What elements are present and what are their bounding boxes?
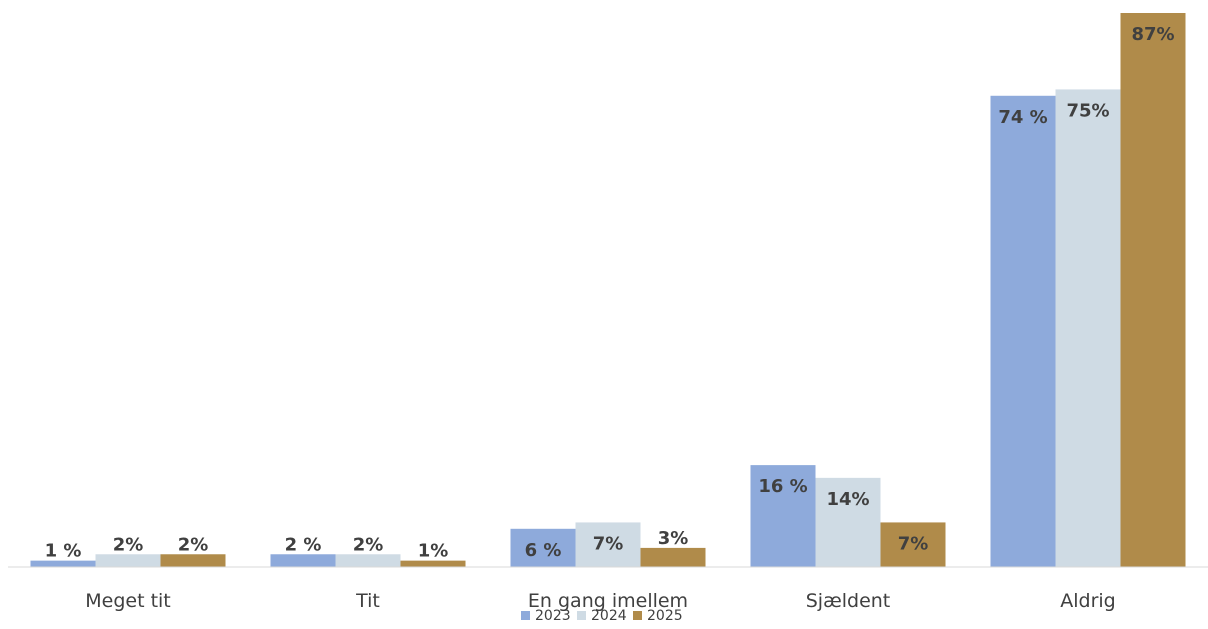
bars-group — [30, 13, 1186, 568]
legend-label-2024: 2024 — [591, 608, 627, 624]
data-label-2023-1: 2 % — [285, 534, 322, 555]
bar-2025-4 — [1120, 13, 1186, 567]
data-label-2024-2: 7% — [593, 533, 624, 554]
bar-2023-0 — [30, 560, 96, 567]
legend-swatch-2025 — [633, 611, 642, 620]
category-label: Meget tit — [85, 590, 171, 612]
data-label-2023-4: 74 % — [998, 107, 1047, 128]
bar-2023-4 — [990, 95, 1056, 567]
data-label-2024-3: 14% — [826, 489, 869, 510]
data-labels-group: 1 % 2% 2% 2 % 2% 1% 6 % 7% 3% 16 % 14% 7% 74 % 75% 87% — [45, 24, 1175, 562]
data-label-2025-3: 7% — [898, 533, 929, 554]
bar-2024-2 — [575, 522, 641, 567]
data-label-2023-2: 6 % — [525, 540, 562, 561]
bar-2023-3 — [750, 465, 816, 567]
bar-2024-1 — [335, 554, 401, 567]
legend-label-2023: 2023 — [535, 608, 571, 624]
data-label-2025-2: 3% — [658, 528, 689, 549]
bar-2025-2 — [640, 547, 706, 567]
legend-swatch-2023 — [521, 611, 530, 620]
data-label-2025-4: 87% — [1131, 24, 1174, 45]
data-label-2025-0: 2% — [178, 534, 209, 555]
bar-2025-3 — [880, 522, 946, 567]
bar-2023-1 — [270, 554, 336, 567]
bar-2025-0 — [160, 554, 226, 567]
category-label: Aldrig — [1060, 590, 1116, 612]
bar-2024-3 — [815, 477, 881, 567]
legend: 2023 2024 2025 — [521, 608, 683, 624]
data-label-2023-3: 16 % — [758, 476, 807, 497]
data-label-2023-0: 1 % — [45, 541, 82, 562]
bar-2024-0 — [95, 554, 161, 567]
legend-swatch-2024 — [577, 611, 586, 620]
data-label-2024-0: 2% — [113, 534, 144, 555]
category-label: En gang imellem — [528, 590, 688, 612]
bar-2025-1 — [400, 560, 466, 567]
bar-2024-4 — [1055, 89, 1121, 568]
category-label: Tit — [355, 590, 380, 612]
data-label-2025-1: 1% — [418, 541, 449, 562]
legend-label-2025: 2025 — [647, 608, 683, 624]
category-labels-group: Meget tit Tit En gang imellem Sjældent Aldri… — [85, 590, 1116, 612]
category-label: Sjældent — [806, 590, 891, 612]
data-label-2024-4: 75% — [1066, 100, 1109, 121]
data-label-2024-1: 2% — [353, 534, 384, 555]
bar-2023-2 — [510, 528, 576, 567]
